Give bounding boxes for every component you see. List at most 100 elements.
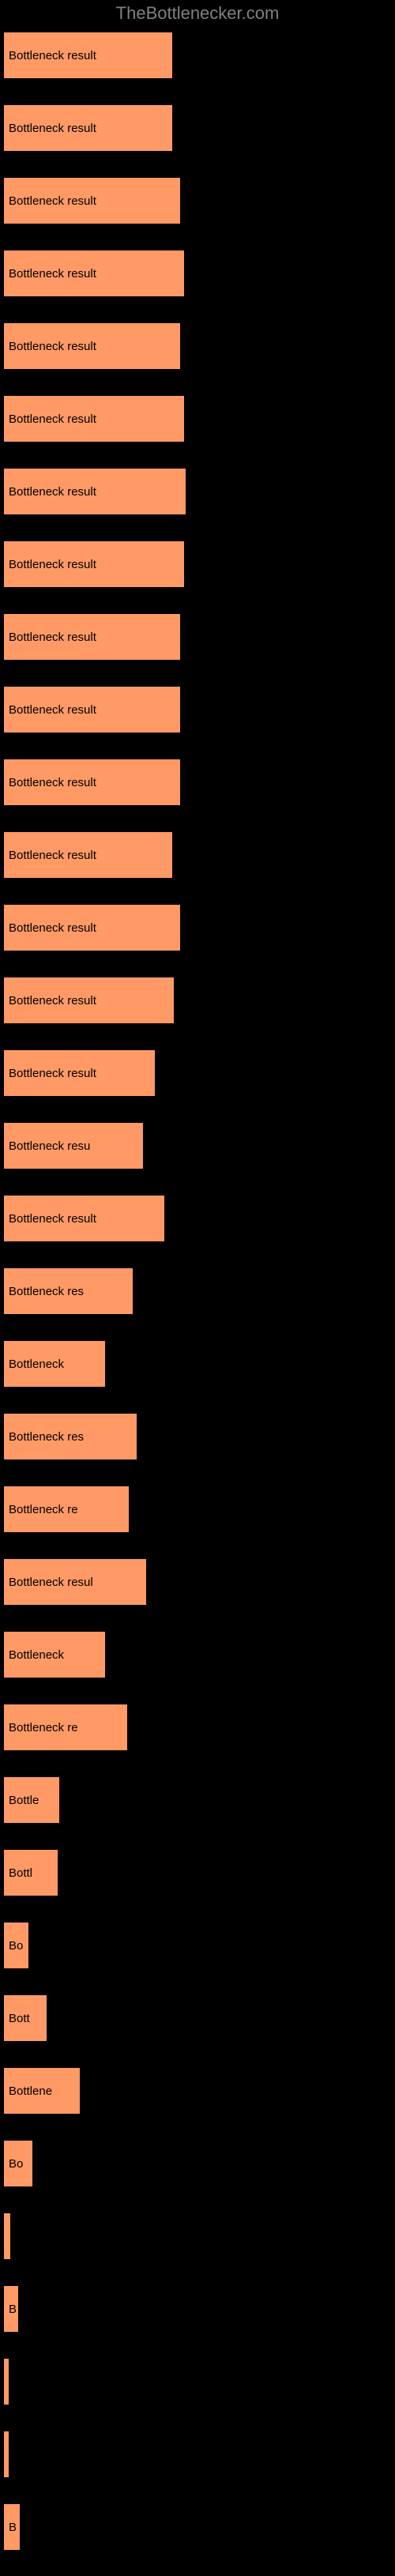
chart-bar: Bottleneck result [3,977,175,1024]
bar-label: Bottleneck result [9,267,96,281]
bar-label: Bottleneck res [9,1285,84,1298]
bar-row: Bottleneck result [3,322,392,370]
bar-label: Bottleneck result [9,558,96,571]
chart-bar: Bottleneck result [3,613,181,661]
bar-row: Bottlene [3,2067,392,2115]
bar-row [3,2431,392,2478]
bar-label: Bott [9,2012,30,2025]
bar-row: Bott [3,1994,392,2042]
bar-label: B [9,2521,17,2534]
site-title: TheBottlenecker.com [116,3,280,23]
bar-chart: Bottleneck result Bottleneck result Bottle… [0,32,395,2551]
bar-label: Bottleneck result [9,1067,96,1080]
chart-bar [3,2213,11,2260]
chart-bar: Bottleneck result [3,1195,165,1242]
bar-label: Bottleneck result [9,485,96,499]
bar-label: Bottleneck resu [9,1139,90,1153]
bar-label: Bottleneck result [9,776,96,789]
bar-row: Bottleneck resu [3,1122,392,1169]
bar-row: Bottleneck result [3,613,392,661]
bar-label: Bottleneck result [9,340,96,353]
bar-label: Bottleneck re [9,1721,78,1734]
chart-bar: Bott [3,1994,47,2042]
chart-bar: Bottleneck result [3,540,185,588]
bar-label: Bottleneck result [9,631,96,644]
bar-row: Bottleneck result [3,686,392,733]
chart-bar: B [3,2285,19,2333]
bar-row: Bottleneck result [3,177,392,224]
chart-bar: Bottleneck result [3,904,181,951]
bar-row: Bottleneck result [3,395,392,443]
bar-row: Bottleneck [3,1631,392,1678]
chart-bar: Bottleneck result [3,468,186,515]
chart-bar: Bottleneck result [3,759,181,806]
bar-row [3,2358,392,2405]
chart-bar: Bottleneck [3,1631,106,1678]
bar-row: Bottleneck result [3,540,392,588]
bar-row: Bottleneck result [3,904,392,951]
chart-bar: Bottleneck result [3,686,181,733]
bar-row: Bottleneck result [3,1049,392,1097]
bar-row: Bottleneck result [3,32,392,79]
chart-bar [3,2358,9,2405]
bar-label: Bottleneck result [9,994,96,1007]
bar-row: Bottleneck resul [3,1558,392,1606]
bar-row: Bottl [3,1849,392,1896]
header: TheBottlenecker.com [0,0,395,32]
chart-bar: Bottleneck result [3,250,185,297]
chart-bar: Bottleneck result [3,831,173,879]
bar-row: Bottleneck result [3,1195,392,1242]
chart-bar: Bottleneck result [3,177,181,224]
bar-row: Bottleneck result [3,468,392,515]
chart-bar: B [3,2503,21,2551]
bar-row: Bottleneck re [3,1486,392,1533]
bar-label: B [9,2303,17,2316]
bar-label: Bottleneck [9,1648,64,1662]
bar-row: Bottleneck [3,1340,392,1388]
bar-row: Bottleneck result [3,831,392,879]
bar-label: Bottleneck res [9,1430,84,1444]
bar-row [3,2213,392,2260]
bar-label: Bottleneck result [9,1212,96,1226]
bar-label: Bottleneck result [9,49,96,62]
bar-row: B [3,2285,392,2333]
bar-row: Bottleneck result [3,104,392,152]
chart-bar: Bottleneck result [3,395,185,443]
bar-label: Bottl [9,1866,32,1880]
bar-row: Bottleneck result [3,977,392,1024]
bar-row: Bottle [3,1776,392,1824]
chart-bar: Bottleneck re [3,1486,130,1533]
chart-bar [3,2431,9,2478]
bar-label: Bottle [9,1794,39,1807]
bar-label: Bottleneck result [9,703,96,717]
chart-bar: Bottlene [3,2067,81,2115]
bar-row: Bottleneck res [3,1413,392,1460]
bar-label: Bottleneck result [9,412,96,426]
chart-bar: Bo [3,2140,33,2187]
bar-label: Bottleneck re [9,1503,78,1516]
bar-label: Bo [9,2157,23,2171]
bar-row: Bottleneck res [3,1267,392,1315]
chart-bar: Bottleneck re [3,1704,128,1751]
chart-bar: Bottleneck res [3,1413,137,1460]
bar-row: Bo [3,2140,392,2187]
bar-row: Bo [3,1922,392,1969]
chart-bar: Bottleneck result [3,1049,156,1097]
bar-label: Bottleneck result [9,122,96,135]
chart-bar: Bottleneck result [3,104,173,152]
bar-row: Bottleneck result [3,250,392,297]
bar-row: B [3,2503,392,2551]
bar-label: Bottleneck resul [9,1576,93,1589]
chart-bar: Bottleneck res [3,1267,134,1315]
bar-label: Bottleneck result [9,921,96,935]
chart-bar: Bottleneck resul [3,1558,147,1606]
chart-bar: Bottleneck [3,1340,106,1388]
chart-bar: Bottl [3,1849,58,1896]
chart-bar: Bottleneck result [3,322,181,370]
chart-bar: Bottleneck result [3,32,173,79]
bar-label: Bottlene [9,2085,52,2098]
bar-row: Bottleneck re [3,1704,392,1751]
chart-bar: Bottle [3,1776,60,1824]
bar-label: Bottleneck [9,1358,64,1371]
chart-bar: Bottleneck resu [3,1122,144,1169]
